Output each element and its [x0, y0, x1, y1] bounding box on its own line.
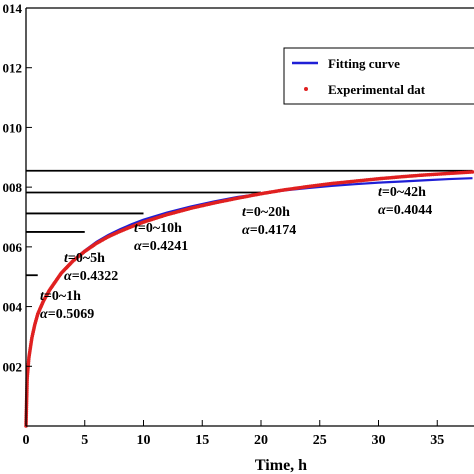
annotation-alpha: α=0.4322	[64, 269, 118, 284]
annotation-time-range: t=0~5h	[64, 251, 105, 266]
legend: Fitting curve Experimental dat	[283, 47, 474, 105]
legend-dot-swatch	[304, 87, 308, 91]
legend-label-experimental-data: Experimental dat	[328, 82, 426, 97]
x-tick-label: 15	[195, 433, 209, 448]
y-tick-label: 008	[3, 180, 23, 195]
annotation-alpha: α=0.5069	[40, 307, 94, 322]
x-tick-label: 10	[137, 433, 151, 448]
x-tick-label: 30	[372, 433, 386, 448]
x-tick-label: 20	[254, 433, 268, 448]
y-tick-label: 014	[3, 1, 23, 16]
x-tick-label: 25	[313, 433, 327, 448]
annotation-time-range: t=0~20h	[242, 205, 290, 220]
annotation-alpha: α=0.4174	[242, 223, 296, 238]
y-tick-label: 010	[3, 120, 23, 135]
y-tick-label: 012	[3, 61, 23, 76]
x-axis-label: Time, h	[255, 457, 307, 474]
y-tick-label: 002	[3, 359, 23, 374]
y-tick-label: 006	[3, 240, 23, 255]
annotation-time-range: t=0~10h	[134, 221, 182, 236]
legend-box	[283, 47, 474, 105]
annotation-alpha: α=0.4241	[134, 239, 188, 254]
annotation-time-range: t=0~1h	[40, 289, 81, 304]
x-tick-label: 5	[81, 433, 88, 448]
x-tick-label: 0	[23, 433, 30, 448]
x-tick-label: 35	[430, 433, 444, 448]
y-tick-label: 004	[3, 300, 23, 315]
annotation-time-range: t=0~42h	[378, 185, 426, 200]
data-point	[470, 170, 474, 174]
annotation-alpha: α=0.4044	[378, 203, 432, 218]
legend-label-fitting-curve: Fitting curve	[328, 56, 400, 71]
